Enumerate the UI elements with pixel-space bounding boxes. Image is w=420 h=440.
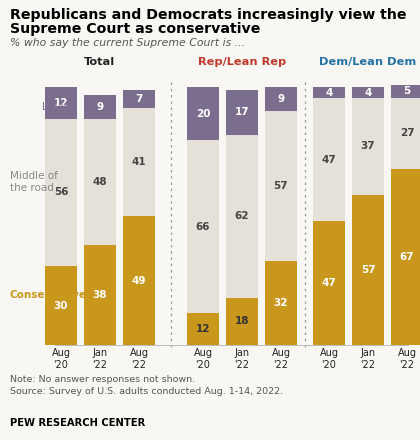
- Text: 41: 41: [132, 157, 146, 167]
- Bar: [123, 90, 155, 108]
- Text: 18: 18: [235, 316, 249, 326]
- Text: 30: 30: [54, 301, 68, 311]
- Text: 66: 66: [196, 222, 210, 231]
- Text: 38: 38: [93, 290, 107, 300]
- Text: Aug
'22: Aug '22: [397, 348, 417, 370]
- Text: 12: 12: [54, 98, 68, 108]
- Bar: [45, 266, 77, 345]
- Bar: [187, 87, 219, 140]
- Text: Republicans and Democrats increasingly view the: Republicans and Democrats increasingly v…: [10, 8, 407, 22]
- Bar: [84, 95, 116, 119]
- Bar: [84, 119, 116, 245]
- Text: Dem/Lean Dem: Dem/Lean Dem: [319, 57, 417, 67]
- Text: 48: 48: [93, 177, 108, 187]
- Bar: [84, 245, 116, 345]
- Text: 4: 4: [364, 88, 372, 98]
- Bar: [265, 87, 297, 111]
- Text: 32: 32: [274, 298, 288, 308]
- Text: Middle of
the road: Middle of the road: [10, 171, 58, 193]
- Text: 56: 56: [54, 187, 68, 198]
- Text: 9: 9: [97, 102, 104, 112]
- Text: 4: 4: [326, 88, 333, 98]
- Bar: [313, 87, 345, 98]
- Bar: [352, 87, 384, 98]
- Text: Source: Survey of U.S. adults conducted Aug. 1-14, 2022.: Source: Survey of U.S. adults conducted …: [10, 387, 283, 396]
- Text: 9: 9: [278, 94, 285, 104]
- Bar: [226, 297, 258, 345]
- Text: Aug
'20: Aug '20: [194, 348, 213, 370]
- Text: Aug
'22: Aug '22: [129, 348, 149, 370]
- Bar: [226, 135, 258, 297]
- Bar: [187, 313, 219, 345]
- Bar: [391, 169, 420, 345]
- Text: Note: No answer responses not shown.: Note: No answer responses not shown.: [10, 375, 195, 384]
- Bar: [352, 195, 384, 345]
- Text: 62: 62: [235, 211, 249, 221]
- Text: 17: 17: [235, 107, 249, 117]
- Bar: [265, 111, 297, 261]
- Text: Aug
'20: Aug '20: [52, 348, 71, 370]
- Text: 67: 67: [400, 252, 414, 262]
- Text: 47: 47: [322, 278, 336, 288]
- Text: 7: 7: [135, 94, 143, 104]
- Bar: [313, 98, 345, 221]
- Bar: [391, 84, 420, 98]
- Text: Aug
'20: Aug '20: [320, 348, 339, 370]
- Text: 57: 57: [274, 181, 288, 191]
- Text: % who say the current Supreme Court is ...: % who say the current Supreme Court is .…: [10, 38, 245, 48]
- Text: Aug
'22: Aug '22: [271, 348, 291, 370]
- Text: Jan
'22: Jan '22: [360, 348, 375, 370]
- Text: Supreme Court as conservative: Supreme Court as conservative: [10, 22, 260, 36]
- Text: 27: 27: [400, 128, 414, 138]
- Text: 20: 20: [196, 109, 210, 118]
- Text: 57: 57: [361, 265, 375, 275]
- Bar: [45, 119, 77, 266]
- Text: PEW RESEARCH CENTER: PEW RESEARCH CENTER: [10, 418, 145, 428]
- Bar: [226, 90, 258, 135]
- Bar: [123, 216, 155, 345]
- Text: 5: 5: [403, 86, 411, 96]
- Text: Jan
'22: Jan '22: [92, 348, 108, 370]
- Bar: [391, 98, 420, 169]
- Text: Conservative: Conservative: [10, 290, 87, 300]
- Text: 47: 47: [322, 154, 336, 165]
- Text: 12: 12: [196, 324, 210, 334]
- Bar: [187, 140, 219, 313]
- Bar: [45, 87, 77, 119]
- Bar: [265, 261, 297, 345]
- Bar: [313, 221, 345, 345]
- Text: Liberal: Liberal: [42, 102, 78, 112]
- Text: 49: 49: [132, 275, 146, 286]
- Text: Total: Total: [84, 57, 116, 67]
- Text: Rep/Lean Rep: Rep/Lean Rep: [198, 57, 286, 67]
- Bar: [352, 98, 384, 195]
- Bar: [123, 108, 155, 216]
- Text: Jan
'22: Jan '22: [234, 348, 249, 370]
- Text: 37: 37: [361, 141, 375, 151]
